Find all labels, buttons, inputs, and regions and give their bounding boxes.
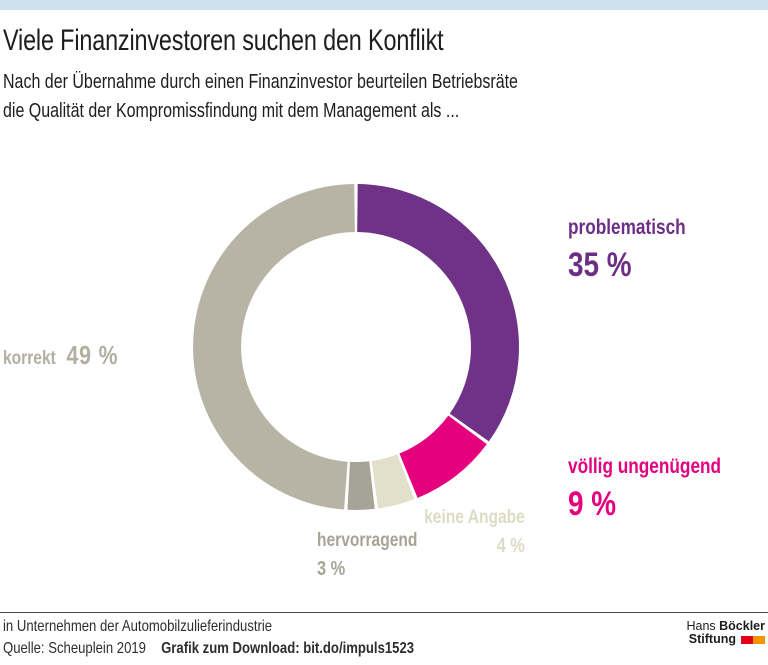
logo-red-square (741, 635, 753, 644)
donut-segment-korrekt (193, 184, 355, 510)
label-problematisch-value: 35 % (568, 246, 632, 284)
label-voellig-ungenuegend-text: völlig ungenügend (568, 455, 722, 478)
hans-boeckler-stiftung-logo: Hans Böckler Stiftung (686, 620, 765, 646)
donut-segment-hervorragend (347, 461, 375, 511)
donut-segment-keine-angabe (371, 454, 415, 509)
label-korrekt-text: korrekt (3, 348, 56, 369)
chart-title: Viele Finanzinvestoren suchen den Konfli… (3, 24, 444, 57)
label-voellig-ungenuegend-value: 9 % (568, 485, 617, 523)
logo-line1: Hans Böckler (686, 620, 765, 633)
label-hervorragend-value: 3 % (317, 558, 346, 580)
footer-source: Quelle: Scheuplein 2019 (3, 640, 146, 657)
footer-source-row: Quelle: Scheuplein 2019 Grafik zum Downl… (3, 640, 414, 658)
chart-subtitle-line2: die Qualität der Kompromissfindung mit d… (3, 100, 460, 122)
logo-line2: Stiftung (686, 633, 765, 646)
label-hervorragend: hervorragend 3 % (317, 530, 417, 580)
label-problematisch-text: problematisch (568, 216, 686, 239)
donut-segment-v-llig-ungen-gend (399, 415, 487, 498)
label-korrekt: korrekt 49 % (3, 340, 118, 371)
label-korrekt-value: 49 % (66, 340, 119, 370)
label-problematisch: problematisch 35 % (568, 216, 686, 283)
footer-download-link[interactable]: Grafik zum Download: bit.do/impuls1523 (161, 640, 415, 657)
label-voellig-ungenuegend: völlig ungenügend 9 % (568, 455, 721, 522)
top-accent-bar (0, 0, 768, 10)
label-keine-angabe-text: keine Angabe (424, 507, 525, 528)
donut-segment-problematisch (357, 184, 520, 442)
footer-divider (0, 612, 768, 613)
logo-boeckler: Böckler (719, 619, 765, 633)
label-keine-angabe-value: 4 % (496, 535, 525, 557)
label-hervorragend-text: hervorragend (317, 530, 418, 551)
logo-stiftung: Stiftung (688, 632, 736, 646)
chart-subtitle: Nach der Übernahme durch einen Finanzinv… (3, 68, 518, 126)
chart-subtitle-line1: Nach der Übernahme durch einen Finanzinv… (3, 71, 518, 93)
footer-context: in Unternehmen der Automobilzulieferindu… (3, 618, 273, 635)
logo-orange-square (753, 635, 765, 644)
logo-hans: Hans (686, 619, 716, 633)
label-keine-angabe: keine Angabe 4 % (424, 507, 525, 557)
